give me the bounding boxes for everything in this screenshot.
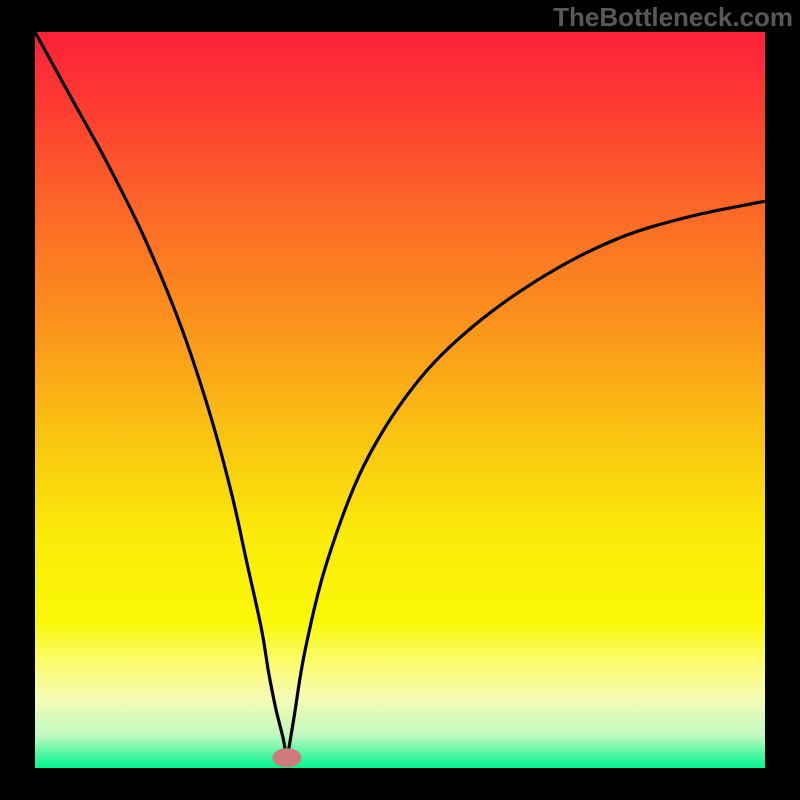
optimal-marker bbox=[273, 749, 301, 767]
gradient-background bbox=[35, 32, 765, 768]
bottleneck-chart bbox=[35, 32, 765, 768]
watermark: TheBottleneck.com bbox=[553, 2, 793, 33]
plot-area bbox=[35, 32, 765, 768]
